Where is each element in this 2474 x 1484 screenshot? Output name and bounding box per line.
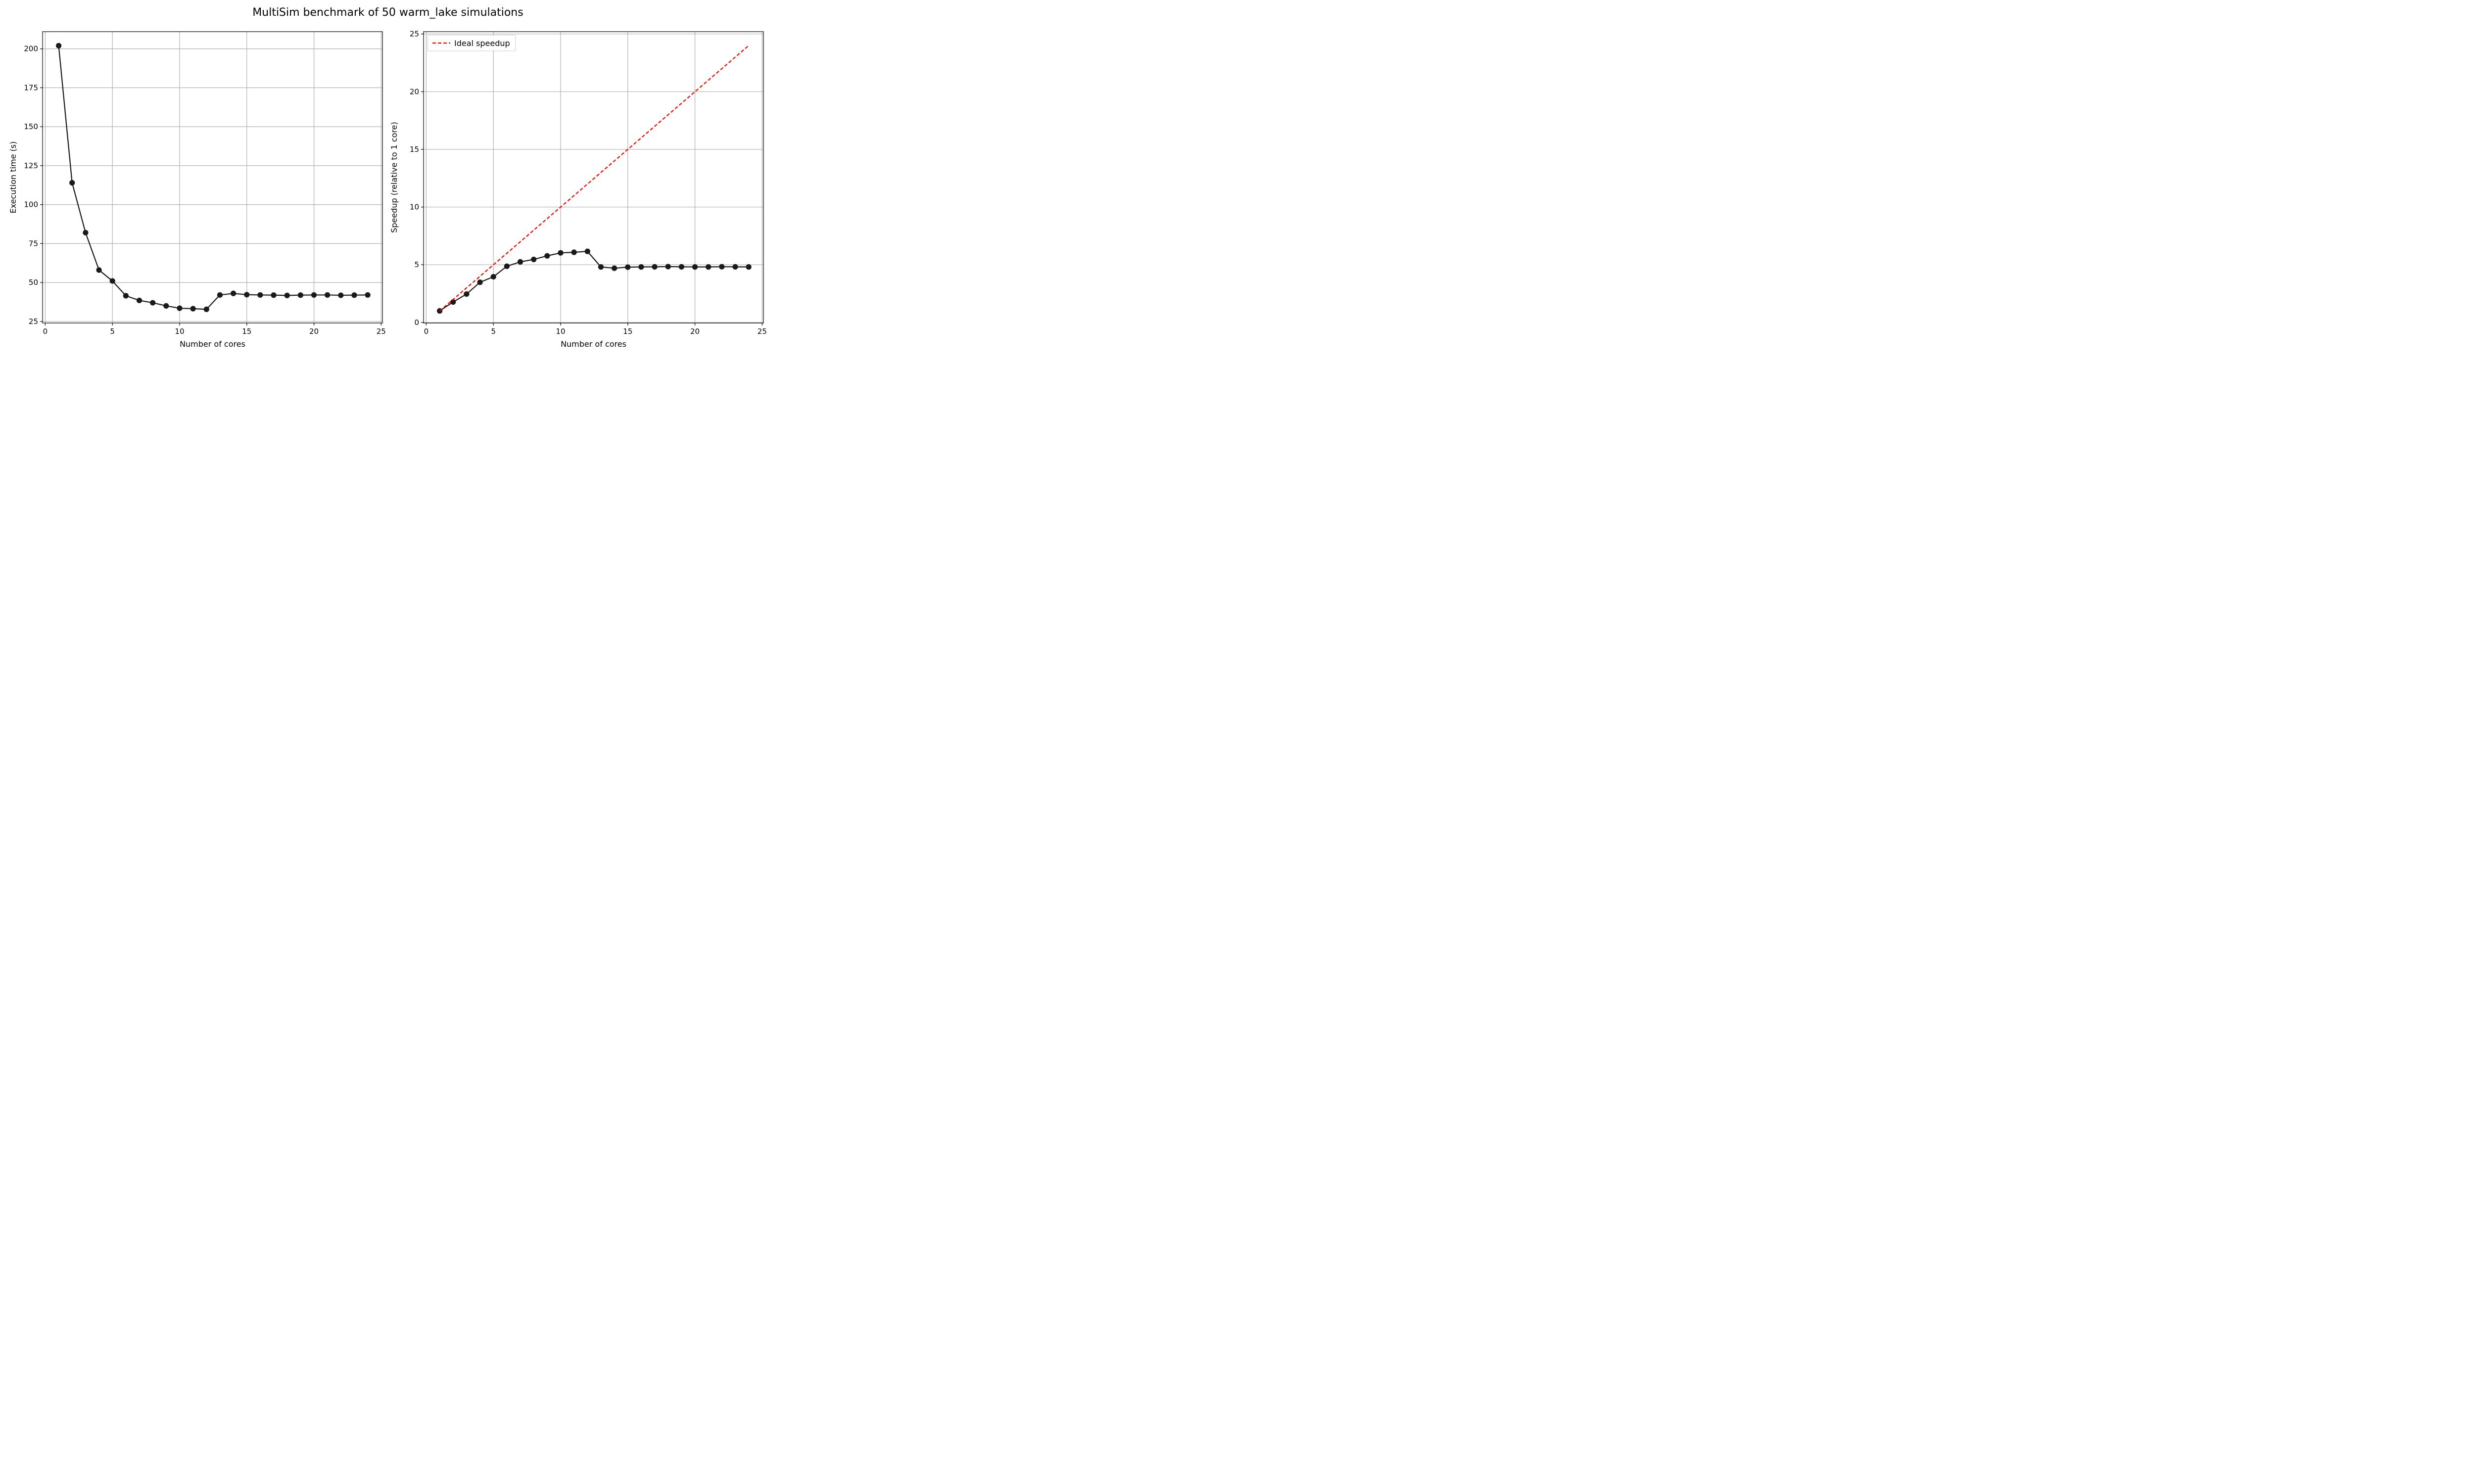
speedup-y-tick-label: 20 <box>410 87 419 96</box>
speedup-x-tick-label: 0 <box>424 327 429 336</box>
speedup-data-point <box>598 264 604 270</box>
speedup-data-point <box>692 264 698 270</box>
speedup-x-tick-label: 10 <box>556 327 565 336</box>
speedup-legend-box <box>427 35 516 51</box>
execution-time-y-tick-label: 150 <box>24 122 38 131</box>
speedup-data-point <box>464 291 470 297</box>
speedup-axes: 0 5 10 15 20 25 0 5 10 15 20 25 Number of cores Speed… <box>389 30 767 349</box>
execution-time-data-point <box>163 303 169 309</box>
speedup-data-point <box>665 264 671 270</box>
execution-time-x-tick-label: 0 <box>43 327 48 336</box>
execution-time-data-point <box>150 300 156 306</box>
speedup-data-point <box>490 274 496 280</box>
execution-time-y-tick-label: 175 <box>24 83 38 92</box>
execution-time-data-point <box>257 292 263 298</box>
execution-time-y-tick-label: 125 <box>24 161 38 170</box>
execution-time-data-point <box>338 292 344 298</box>
execution-time-data-point <box>190 306 196 312</box>
execution-time-axes: 0 5 10 15 20 25 25 50 75 100 125 150 175 200 Number of… <box>8 31 386 349</box>
execution-time-data-point <box>55 43 62 48</box>
speedup-data-point <box>544 253 550 259</box>
speedup-data-point <box>719 264 725 270</box>
speedup-data-point <box>450 299 456 305</box>
execution-time-data-point <box>271 292 277 298</box>
execution-time-y-tick-label: 100 <box>24 200 38 209</box>
speedup-legend: Ideal speedup <box>427 35 516 51</box>
speedup-data-point <box>678 264 684 270</box>
execution-time-y-axis-label: Execution time (s) <box>8 141 18 214</box>
figure: MultiSim benchmark of 50 warm_lake simul… <box>0 0 772 356</box>
speedup-data-point <box>625 264 631 270</box>
speedup-x-tick-label: 15 <box>623 327 632 336</box>
execution-time-series-group <box>55 43 371 312</box>
execution-time-data-point <box>325 292 331 298</box>
speedup-ideal-line <box>439 45 749 312</box>
execution-time-y-tick-label: 50 <box>29 278 38 287</box>
speedup-data-point <box>611 265 618 271</box>
execution-time-data-point <box>244 292 250 298</box>
speedup-series-group <box>436 45 752 314</box>
execution-time-data-point <box>284 292 290 298</box>
execution-time-data-point <box>297 292 303 298</box>
speedup-y-tick-label: 25 <box>410 30 419 39</box>
speedup-data-point <box>652 264 658 270</box>
execution-time-data-point <box>230 290 237 296</box>
speedup-y-tick-label: 10 <box>410 203 419 212</box>
execution-time-data-point <box>311 292 317 298</box>
speedup-y-tick-label: 5 <box>414 260 419 269</box>
execution-time-x-tick-label: 5 <box>110 327 115 336</box>
execution-time-data-point <box>217 292 223 298</box>
figure-title: MultiSim benchmark of 50 warm_lake simul… <box>252 6 523 19</box>
speedup-x-axis-label: Number of cores <box>561 339 626 349</box>
execution-time-data-point <box>136 297 143 303</box>
execution-time-data-point <box>83 230 89 235</box>
execution-time-data-point <box>365 292 371 298</box>
execution-time-axes-frame <box>42 31 383 324</box>
execution-time-y-tick-label: 25 <box>29 317 38 326</box>
execution-time-data-point <box>351 292 357 298</box>
execution-time-data-point <box>96 267 102 273</box>
speedup-y-tick-label: 15 <box>410 145 419 154</box>
speedup-data-point <box>732 264 738 270</box>
speedup-data-point <box>477 279 483 285</box>
speedup-data-point <box>558 250 564 256</box>
execution-time-x-tick-label: 25 <box>377 327 386 336</box>
execution-time-data-point <box>177 305 183 311</box>
execution-time-x-axis-label: Number of cores <box>180 339 245 349</box>
figure-background <box>0 0 772 356</box>
speedup-data-point <box>584 248 590 254</box>
execution-time-x-tick-label: 15 <box>242 327 251 336</box>
execution-time-data-point <box>203 306 209 312</box>
speedup-data-point <box>517 259 523 265</box>
execution-time-data-point <box>69 180 75 186</box>
speedup-data-point <box>531 256 537 263</box>
speedup-data-point <box>706 264 712 270</box>
speedup-x-tick-label: 20 <box>690 327 700 336</box>
speedup-data-point <box>638 264 644 270</box>
execution-time-x-tick-label: 10 <box>175 327 184 336</box>
speedup-y-tick-label: 0 <box>414 318 419 327</box>
speedup-data-point <box>571 249 577 255</box>
speedup-y-axis-label: Speedup (relative to 1 core) <box>389 122 399 233</box>
execution-time-x-tick-label: 20 <box>309 327 319 336</box>
speedup-data-point <box>746 264 752 270</box>
speedup-data-point <box>504 263 510 269</box>
speedup-x-tick-label: 5 <box>491 327 496 336</box>
execution-time-data-point <box>123 293 129 299</box>
execution-time-y-tick-label: 200 <box>24 45 38 53</box>
speedup-x-tick-label: 25 <box>758 327 767 336</box>
execution-time-data-point <box>109 278 115 284</box>
speedup-legend-label: Ideal speedup <box>454 39 510 48</box>
speedup-axes-frame <box>423 31 764 324</box>
execution-time-y-tick-label: 75 <box>29 239 38 248</box>
